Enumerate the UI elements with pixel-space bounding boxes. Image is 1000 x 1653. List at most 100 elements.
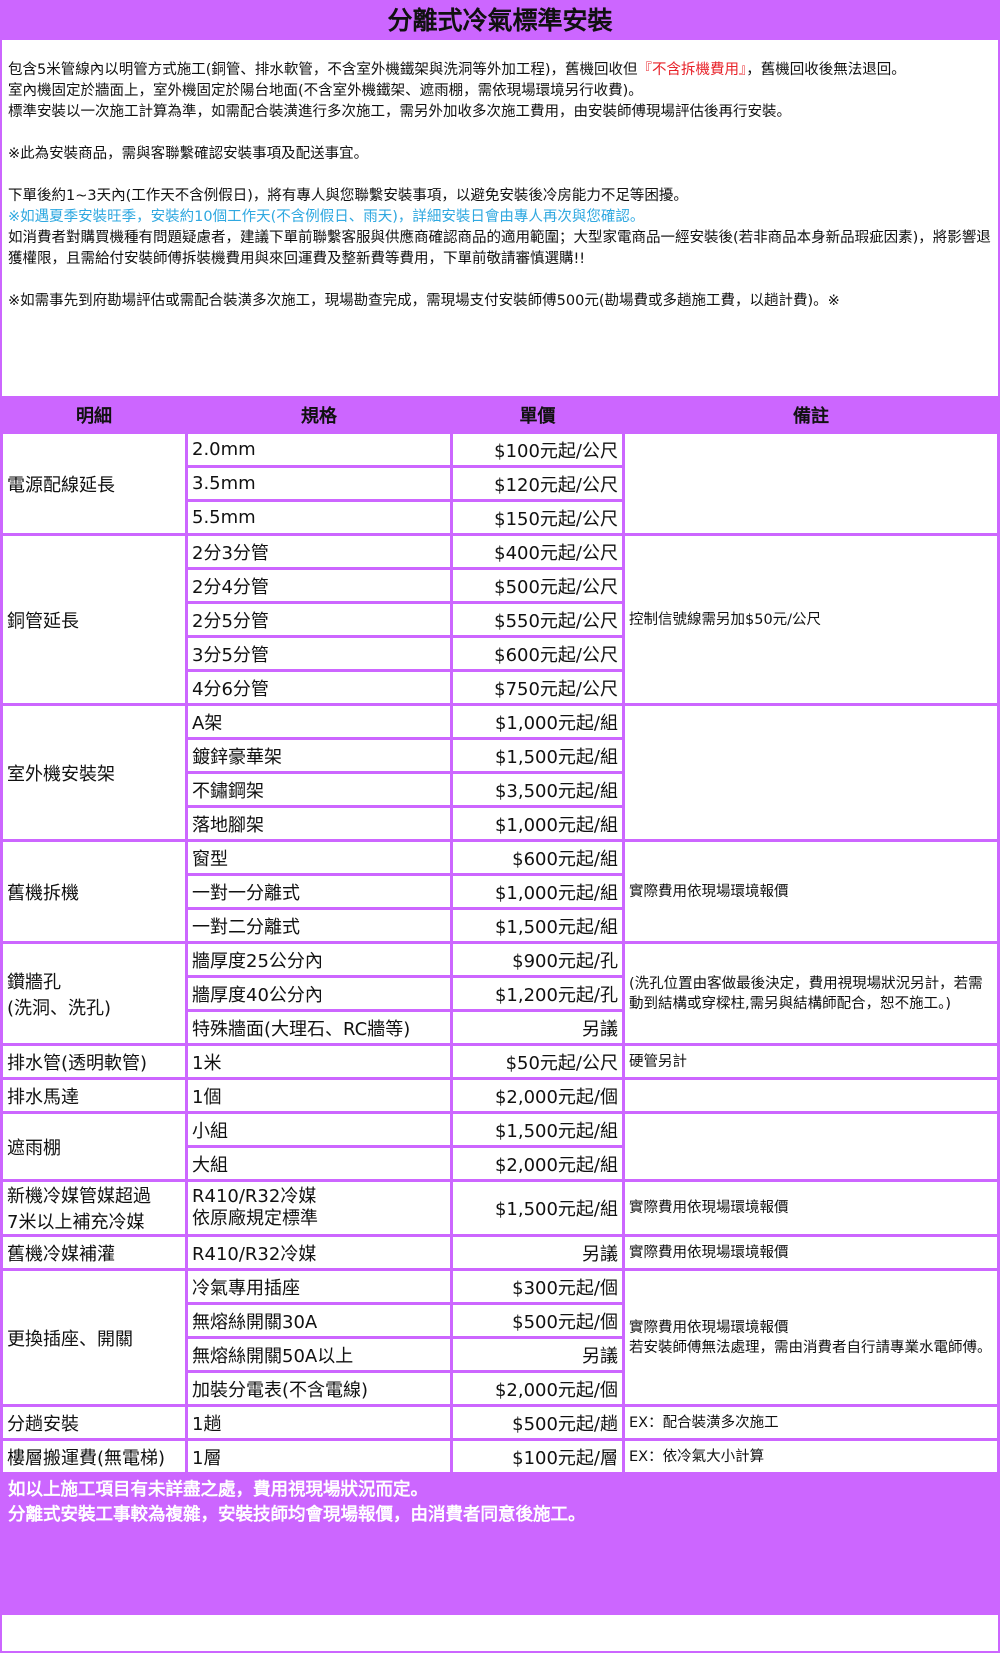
- intro-p6: ※如遇夏季安裝旺季，安裝約10個工作天(不含例假日、雨天)，詳細安裝日會由專人再…: [8, 209, 645, 225]
- intro-p8: ※如需事先到府勘場評估或需配合裝潢多次施工，現場勘查完成，需現場支付安裝師傅50…: [8, 293, 840, 309]
- price-cell: $900元起/孔: [453, 944, 622, 975]
- item-cell: 舊機拆機: [3, 842, 185, 941]
- header-price: 單價: [453, 399, 622, 431]
- price-cell: $1,000元起/組: [453, 808, 622, 839]
- price-cell: $600元起/組: [453, 842, 622, 873]
- table-row: 分趟安裝 1趟 $500元起/趟 EX：配合裝潢多次施工: [3, 1407, 997, 1438]
- footer-line-2: 分離式安裝工事較為複雜，安裝技師均會現場報價，由消費者同意後施工。: [8, 1505, 586, 1525]
- note-cell: EX：配合裝潢多次施工: [625, 1407, 997, 1438]
- spec-cell: 冷氣專用插座: [188, 1271, 450, 1302]
- spec-cell: 不鏽鋼架: [188, 774, 450, 805]
- table-row: 落地腳架 $1,000元起/組: [3, 808, 997, 839]
- table-row: 舊機拆機 窗型 $600元起/組 實際費用依現場環境報價: [3, 842, 997, 941]
- note-cell: [625, 706, 997, 839]
- item-cell: 樓層搬運費(無電梯): [3, 1441, 185, 1472]
- price-cell: $400元起/公尺: [453, 536, 622, 567]
- price-cell: $2,000元起/個: [453, 1373, 622, 1404]
- spec-cell: A架: [188, 706, 450, 737]
- price-cell: $550元起/公尺: [453, 604, 622, 635]
- spec-cell: 牆厚度40公分內: [188, 978, 450, 1009]
- footer-notice: 如以上施工項目有未詳盡之處，費用視現場狀況而定。 分離式安裝工事較為複雜，安裝技…: [2, 1475, 998, 1615]
- header-item: 明細: [3, 399, 185, 431]
- item-cell: 鑽牆孔 (洗洞、洗孔): [3, 944, 185, 1043]
- note-cell: [625, 1080, 997, 1111]
- price-cell: $150元起/公尺: [453, 502, 622, 533]
- item-cell: 室外機安裝架: [3, 706, 185, 839]
- table-row: 2分4分管 $500元起/公尺: [3, 570, 997, 601]
- spec-cell: 小組: [188, 1114, 450, 1145]
- price-table: 明細 規格 單價 備註 電源配線延長 2.0mm $100元起/公尺 3.5mm $12…: [2, 396, 998, 1475]
- item-cell: 更換插座、開關: [3, 1271, 185, 1404]
- item-cell: 分趟安裝: [3, 1407, 185, 1438]
- note-cell: (洗孔位置由客做最後決定，費用視現場狀況另計，若需動到結構或穿樑柱,需另與結構師…: [625, 944, 997, 1043]
- spec-cell: 2分5分管: [188, 604, 450, 635]
- spec-cell: 特殊牆面(大理石、RC牆等): [188, 1012, 450, 1043]
- note-cell: 實際費用依現場環境報價 若安裝師傅無法處理，需由消費者自行請專業水電師傅。: [625, 1271, 997, 1404]
- price-cell: $750元起/公尺: [453, 672, 622, 703]
- spec-cell: 1米: [188, 1046, 450, 1077]
- item-cell: 新機冷媒管媒超過 7米以上補充冷媒: [3, 1182, 185, 1234]
- intro-p1-text: 包含5米管線內以明管方式施工(銅管、排水軟管，不含室外機鐵架與洗洞等外加工程)，…: [8, 62, 638, 78]
- price-cell: $120元起/公尺: [453, 468, 622, 499]
- table-row: 無熔絲開關50A以上 另議: [3, 1339, 997, 1370]
- price-cell: $2,000元起/組: [453, 1148, 622, 1179]
- spec-cell: 一對二分離式: [188, 910, 450, 941]
- spec-cell: 3分5分管: [188, 638, 450, 669]
- price-cell: 另議: [453, 1012, 622, 1043]
- note-cell: 實際費用依現場環境報價: [625, 1182, 997, 1234]
- spec-cell: 1個: [188, 1080, 450, 1111]
- spec-cell: R410/R32冷媒 依原廠規定標準: [188, 1182, 450, 1234]
- price-cell: $500元起/趟: [453, 1407, 622, 1438]
- price-cell: $500元起/個: [453, 1305, 622, 1336]
- spec-cell: 無熔絲開關30A: [188, 1305, 450, 1336]
- table-row: 大組 $2,000元起/組: [3, 1148, 997, 1179]
- intro-p3: 標準安裝以一次施工計算為準，如需配合裝潢進行多次施工，需另外加收多次施工費用，由…: [8, 104, 791, 120]
- intro-p2: 室內機固定於牆面上，室外機固定於陽台地面(不含室外機鐵架、遮雨棚，需依現場環境另…: [8, 83, 643, 99]
- table-row: 無熔絲開關30A $500元起/個: [3, 1305, 997, 1336]
- note-cell: 實際費用依現場環境報價: [625, 842, 997, 941]
- header-spec: 規格: [188, 399, 450, 431]
- item-cell: 電源配線延長: [3, 434, 185, 533]
- note-cell: 硬管另計: [625, 1046, 997, 1077]
- spec-cell: 無熔絲開關50A以上: [188, 1339, 450, 1370]
- price-cell: $1,500元起/組: [453, 1182, 622, 1234]
- price-cell: $100元起/公尺: [453, 434, 622, 465]
- price-cell: $2,000元起/個: [453, 1080, 622, 1111]
- price-cell: $100元起/層: [453, 1441, 622, 1472]
- spec-cell: 1趟: [188, 1407, 450, 1438]
- spec-cell: 大組: [188, 1148, 450, 1179]
- item-cell: 銅管延長: [3, 536, 185, 703]
- note-cell: [625, 1114, 997, 1179]
- price-cell: 另議: [453, 1237, 622, 1268]
- intro-p4: ※此為安裝商品，需與客聯繫確認安裝事項及配送事宜。: [8, 146, 369, 162]
- price-cell: $1,200元起/孔: [453, 978, 622, 1009]
- table-row: 2分5分管 $550元起/公尺: [3, 604, 997, 635]
- intro-warning: 『不含拆機費用』: [637, 62, 747, 78]
- note-cell: [625, 434, 997, 533]
- table-row: 舊機冷媒補灌 R410/R32冷媒 另議 實際費用依現場環境報價: [3, 1237, 997, 1268]
- intro-p1: 包含5米管線內以明管方式施工(銅管、排水軟管，不含室外機鐵架與洗洞等外加工程)，…: [8, 60, 992, 81]
- item-cell: 排水管(透明軟管): [3, 1046, 185, 1077]
- table-row: 一對二分離式 $1,500元起/組: [3, 910, 997, 941]
- table-row: 銅管延長 2分3分管 $400元起/公尺 控制信號線需另加$50元/公尺: [3, 536, 997, 703]
- note-cell: 控制信號線需另加$50元/公尺: [625, 536, 997, 703]
- table-row: 5.5mm $150元起/公尺: [3, 502, 997, 533]
- table-row: 3分5分管 $600元起/公尺: [3, 638, 997, 669]
- header-note: 備註: [625, 399, 997, 431]
- table-row: 排水馬達 1個 $2,000元起/個: [3, 1080, 997, 1111]
- spec-cell: 一對一分離式: [188, 876, 450, 907]
- intro-p5: 下單後約1~3天內(工作天不含例假日)，將有專人與您聯繫安裝事項，以避免安裝後冷…: [8, 188, 688, 204]
- price-cell: $1,000元起/組: [453, 706, 622, 737]
- table-row: 加裝分電表(不含電線) $2,000元起/個: [3, 1373, 997, 1404]
- intro-p7: 如消費者對購買機種有問題疑慮者，建議下單前聯繫客服與供應商確認商品的適用範圍；大…: [8, 230, 991, 267]
- price-cell: $1,500元起/組: [453, 910, 622, 941]
- price-cell: $500元起/公尺: [453, 570, 622, 601]
- page-title: 分離式冷氣標準安裝: [2, 2, 998, 40]
- spec-cell: 3.5mm: [188, 468, 450, 499]
- spec-cell: 2分4分管: [188, 570, 450, 601]
- note-cell: 實際費用依現場環境報價: [625, 1237, 997, 1268]
- table-row: 新機冷媒管媒超過 7米以上補充冷媒 R410/R32冷媒 依原廠規定標準 $1,50…: [3, 1182, 997, 1234]
- intro-p1-tail: ，舊機回收後無法退回。: [746, 62, 906, 78]
- table-row: 牆厚度40公分內 $1,200元起/孔: [3, 978, 997, 1009]
